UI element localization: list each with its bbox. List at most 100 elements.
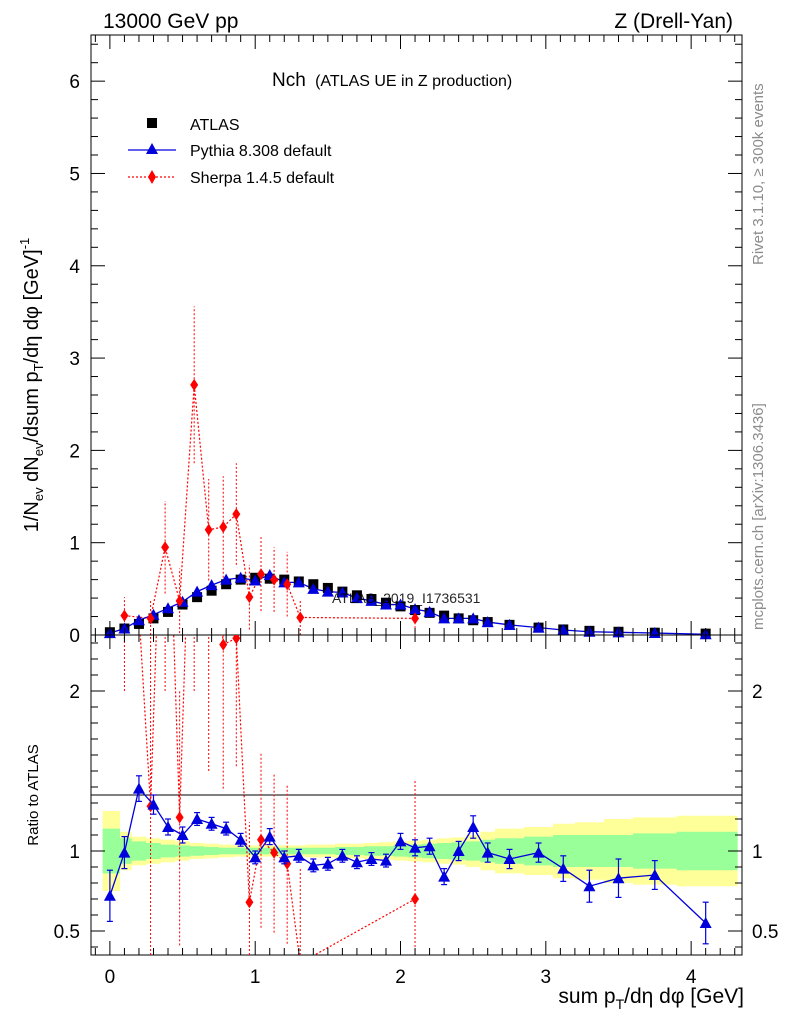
pythia-ratio-point — [307, 859, 320, 871]
pythia-ratio-point — [481, 846, 494, 858]
pythia-point — [307, 582, 320, 594]
pythia-ratio-point — [532, 846, 545, 858]
pythia-point — [191, 585, 204, 597]
legend-atlas-marker — [147, 118, 157, 128]
sherpa-ratio-point — [270, 846, 279, 859]
pythia-ratio-point — [409, 841, 422, 853]
sherpa-ratio-point — [175, 811, 184, 824]
sherpa-ratio-point — [232, 635, 241, 645]
sherpa-ratio-point — [257, 833, 266, 846]
x-tick-label: 4 — [686, 967, 697, 988]
side-rivet-label: Rivet 3.1.10, ≥ 300k events — [750, 83, 767, 265]
legend-atlas-label: ATLAS — [190, 117, 240, 134]
ratio-series — [103, 635, 712, 955]
ratio-ticks: 0 1 2 3 4 0.5 0.5 1 1 2 2 — [54, 635, 778, 988]
pythia-ratio-point — [336, 849, 349, 861]
pythia-ratio-point — [350, 856, 363, 868]
sherpa-point — [161, 541, 170, 554]
sherpa-point — [120, 609, 129, 622]
pythia-main-line — [109, 574, 706, 635]
atlas-point — [192, 592, 203, 603]
pythia-point — [220, 573, 233, 585]
pythia-ratio-point — [191, 813, 204, 824]
pythia-ratio-point — [612, 872, 625, 884]
pythia-point — [438, 612, 451, 624]
pythia-point — [503, 618, 516, 630]
legend-pythia-marker — [146, 143, 158, 154]
pythia-point — [132, 614, 145, 626]
pythia-ratio-point — [321, 857, 334, 869]
sherpa-point — [270, 573, 279, 586]
pythia-point — [321, 585, 334, 597]
pythia-ratio-point — [220, 822, 233, 834]
pythia-point — [205, 579, 218, 591]
y-tick-label: 5 — [69, 164, 80, 185]
pythia-point — [481, 616, 494, 628]
pythia-ratio-point — [205, 817, 218, 829]
pythia-point — [467, 612, 480, 624]
panel-title: Nch (ATLAS UE in Z production) — [272, 70, 512, 91]
pythia-ratio-point — [147, 798, 160, 810]
pythia-point — [249, 574, 262, 586]
pythia-ratio-point — [423, 840, 436, 852]
y-tick-label: 4 — [69, 257, 80, 278]
pythia-ratio-point — [379, 854, 392, 866]
x-axis-label: sum pT/dη dφ [GeV] — [558, 985, 744, 1012]
legend-sherpa-marker — [148, 170, 156, 184]
pythia-ratio-point — [438, 870, 451, 882]
sherpa-point — [232, 508, 241, 521]
analysis-watermark: ATLAS_2019_I1736531 — [332, 590, 481, 606]
pythia-ratio-point — [103, 889, 116, 901]
pythia-point — [350, 592, 363, 604]
pythia-point — [394, 598, 407, 610]
pythia-ratio-point — [118, 846, 131, 858]
y-tick-label: 2 — [69, 441, 80, 462]
sherpa-point — [245, 591, 254, 604]
pythia-ratio-point — [132, 782, 145, 794]
pythia-ratio-point — [365, 853, 378, 864]
sherpa-point — [175, 594, 184, 607]
legend-sherpa-label: Sherpa 1.4.5 default — [190, 170, 335, 187]
side-url-label: mcplots.cern.ch [arXiv:1306.3436] — [750, 403, 767, 630]
main-series — [103, 306, 712, 640]
pythia-ratio-point — [648, 869, 661, 880]
y-tick-label: 3 — [69, 349, 80, 370]
y-axis-label: 1/Nev dNev/dsum pT/dη dφ [GeV]-1 — [17, 238, 46, 533]
ratio-y-axis-label: Ratio to ATLAS — [25, 744, 42, 845]
x-tick-label: 1 — [250, 967, 261, 988]
ratio-tick-label: 1 — [69, 842, 80, 863]
header-process: 13000 GeV pp — [103, 10, 238, 33]
header-channel: Z (Drell-Yan) — [614, 10, 733, 33]
pythia-ratio-point — [263, 830, 276, 842]
sherpa-point — [190, 378, 199, 391]
ratio-tick-label-right: 0.5 — [752, 922, 778, 943]
pythia-point — [532, 621, 545, 633]
ratio-tick-label-right: 1 — [752, 842, 763, 863]
ratio-tick-label-right: 2 — [752, 682, 763, 703]
panel-title-sub: (ATLAS UE in Z production) — [315, 73, 512, 90]
legend-pythia-label: Pythia 8.308 default — [190, 143, 332, 160]
pythia-point — [162, 602, 175, 614]
y-tick-label: 0 — [69, 626, 80, 647]
sherpa-ratio-point — [411, 893, 420, 905]
pythia-ratio-point — [452, 845, 465, 856]
x-tick-label: 2 — [395, 967, 406, 988]
main-panel: 0 1 2 3 4 5 6 — [69, 34, 743, 647]
pythia-ratio-point — [278, 851, 291, 863]
x-tick-label: 3 — [541, 967, 552, 988]
x-tick-label: 0 — [105, 967, 116, 988]
ratio-bands — [102, 811, 738, 891]
ratio-tick-label: 0.5 — [54, 922, 80, 943]
atlas-point — [206, 585, 217, 596]
pythia-ratio-point — [162, 821, 175, 832]
legend: ATLAS Pythia 8.308 default Sherpa 1.4.5 … — [128, 117, 335, 187]
pythia-ratio-point — [176, 829, 189, 840]
pythia-point — [423, 605, 436, 617]
pythia-point — [365, 594, 378, 606]
ratio-panel: 0 1 2 3 4 0.5 0.5 1 1 2 2 — [54, 634, 778, 988]
pythia-ratio-point — [394, 835, 407, 847]
pythia-ratio-point — [557, 862, 570, 874]
sherpa-ratio-point — [219, 638, 228, 651]
pythia-ratio-point — [292, 849, 305, 861]
